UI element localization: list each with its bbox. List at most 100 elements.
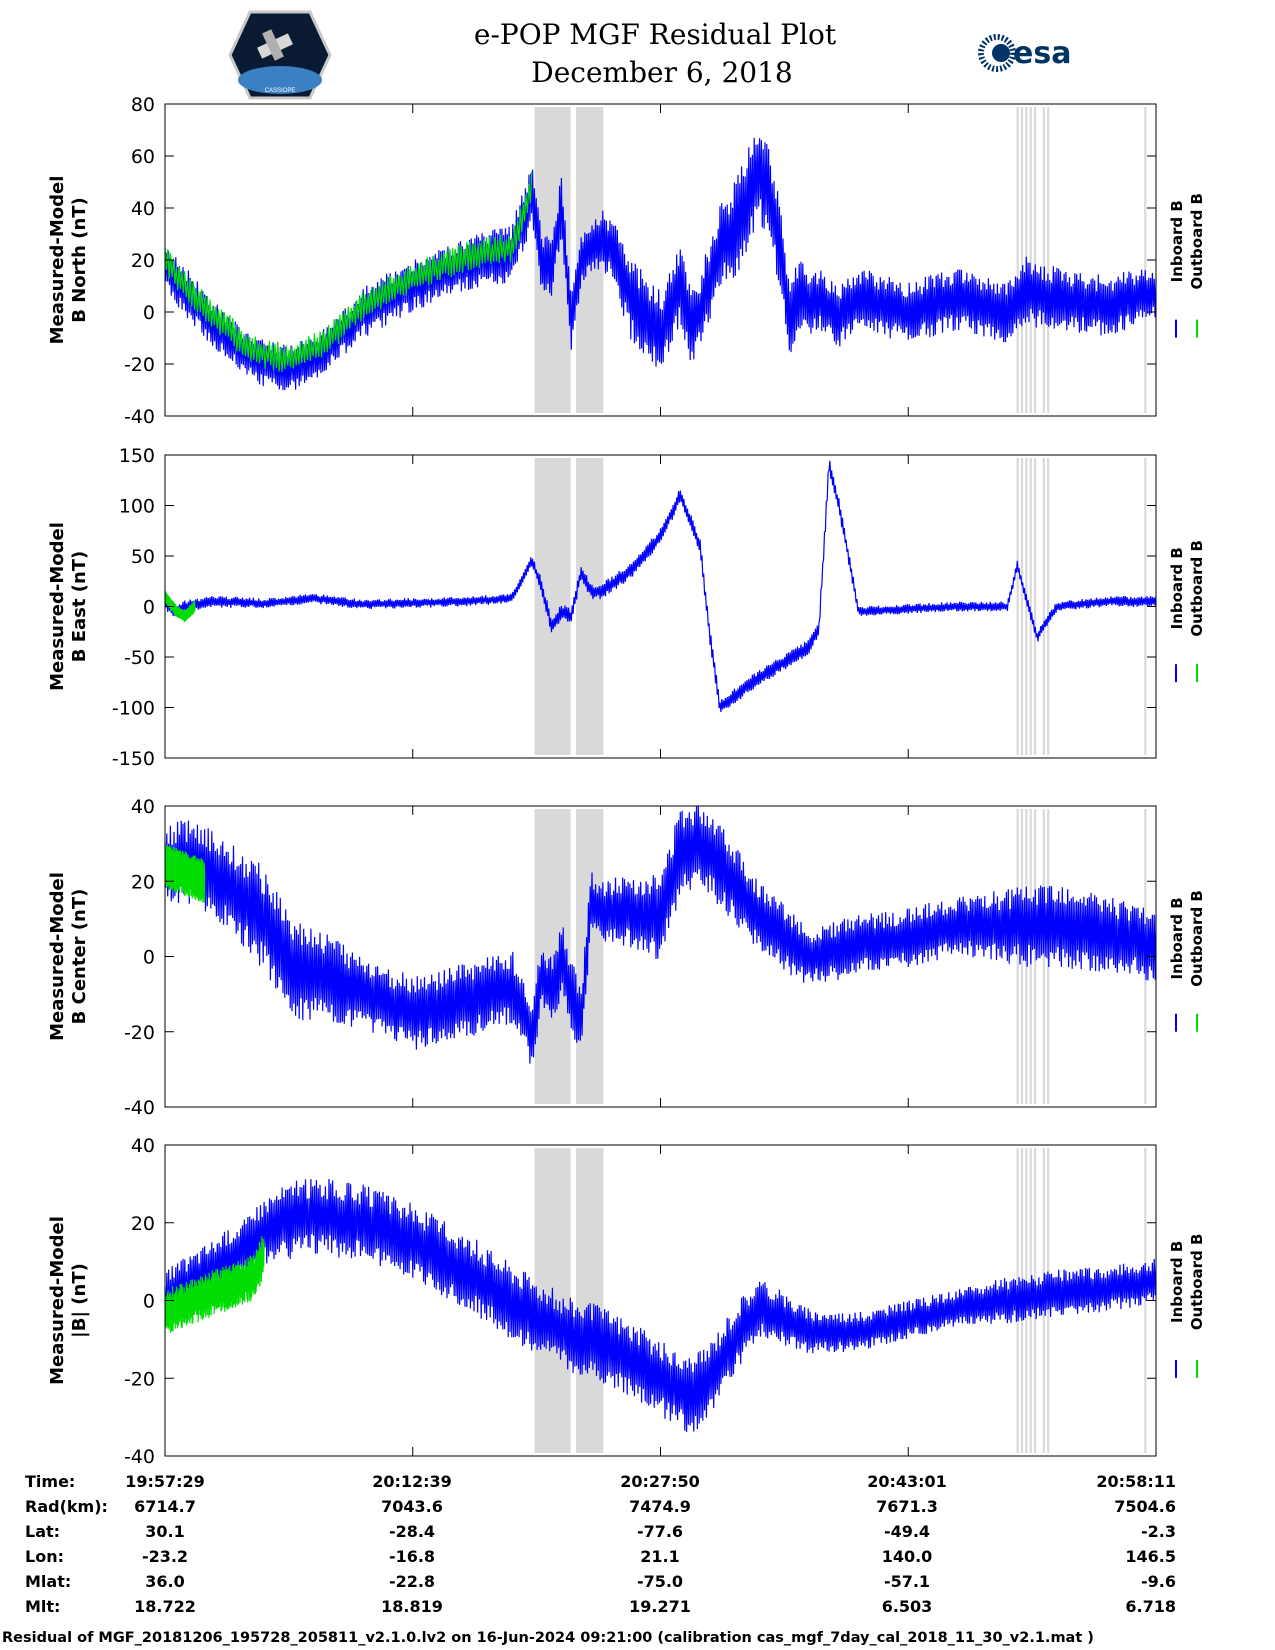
y-tick-label: 0 [143,597,155,619]
gap-band [1144,107,1147,413]
orbit-cell: 20:27:50 [620,1472,700,1491]
y-tick-label: -20 [124,354,155,376]
y-axis-label: B Center (nT) [69,889,90,1025]
orbit-cell: 7671.3 [876,1497,938,1516]
y-axis-label: Measured-Model [47,522,68,691]
y-tick-label: 40 [131,198,155,220]
chart-title: e-POP MGF Residual Plot [474,18,837,51]
legend-outboard-label: Outboard B [1188,193,1206,290]
chart-subtitle: December 6, 2018 [531,56,792,89]
panel-2: 150 100 50 0 -50 -100 -150 Measured-Model B East… [47,445,1206,770]
gap-band [1029,107,1032,413]
gap-band [1042,107,1045,413]
series-outboard-line [164,591,196,623]
y-tick-label: -50 [124,647,155,669]
orbit-cell: 18.819 [381,1597,443,1616]
y-tick-label: 0 [143,302,155,324]
gap-band [1034,458,1037,755]
y-tick-label: -20 [124,1022,155,1044]
series-outboard-line [164,1236,265,1333]
orbit-cell: 20:43:01 [867,1472,947,1491]
gap-band [576,1148,604,1453]
gap-band [1034,107,1037,413]
y-tick-label: -150 [112,748,155,770]
orbit-cell: 7504.6 [1114,1497,1176,1516]
orbit-cell: -77.6 [637,1522,683,1541]
gap-band [1016,458,1019,755]
gap-band [1020,809,1024,1104]
y-axis-label: Measured-Model [47,176,68,345]
gap-band [1016,107,1019,413]
orbit-cell: 6714.7 [134,1497,196,1516]
orbit-cell: -28.4 [389,1522,435,1541]
series-outboard-line [164,845,206,903]
orbit-cell: 20:12:39 [372,1472,452,1491]
orbit-cell: 146.5 [1125,1547,1176,1566]
orbit-cell: -16.8 [389,1547,435,1566]
series-inboard-line [164,1178,1157,1432]
gap-band [1016,809,1019,1104]
orbit-cell: 19:57:29 [125,1472,205,1491]
y-tick-label: -20 [124,1368,155,1390]
orbit-cell: 36.0 [145,1572,184,1591]
orbit-row-label: Mlt: [25,1597,60,1616]
y-axis-label: Measured-Model [47,872,68,1041]
y-tick-label: 100 [119,496,155,518]
y-axis-label: B North (nT) [69,197,90,323]
y-tick-label: 0 [143,1291,155,1313]
gap-band [1042,809,1045,1104]
orbit-row-label: Rad(km): [25,1497,108,1516]
esa-logo: esa [978,34,1071,72]
legend-outboard-label: Outboard B [1188,540,1206,637]
cassiope-logo: CASSIOPE [228,10,332,100]
legend-outboard-label: Outboard B [1188,1234,1206,1331]
orbit-cell: -57.1 [884,1572,930,1591]
y-axis-label: Measured-Model [47,1216,68,1385]
orbit-cell: 20:58:11 [1096,1472,1176,1491]
gap-band [1144,1148,1147,1453]
gap-band [1025,458,1028,755]
orbit-cell: -49.4 [884,1522,930,1541]
gap-band [1047,458,1050,755]
gap-band [1029,458,1032,755]
orbit-cell: 140.0 [882,1547,933,1566]
orbit-cell: 6.718 [1125,1597,1176,1616]
gap-band [1020,107,1024,413]
orbit-row-label: Time: [25,1472,75,1491]
gap-band [1025,809,1028,1104]
y-tick-label: 50 [131,546,155,568]
gap-band [576,809,604,1104]
panel-4: 40 20 0 -20 -40 Measured-Model |B| (nT) Inboard… [47,1135,1206,1468]
series-inboard-line [164,805,1157,1064]
series-inboard-line [164,137,1157,391]
orbit-cell: 7474.9 [629,1497,691,1516]
y-tick-label: 150 [119,445,155,467]
orbit-row-label: Lat: [25,1522,60,1541]
footer-text: Residual of MGF_20181206_195728_205811_v… [2,1630,1094,1646]
y-tick-label: 20 [131,250,155,272]
esa-logo-text: esa [1013,36,1071,71]
y-tick-label: -40 [124,406,155,428]
gap-band [576,458,604,755]
legend-outboard-label: Outboard B [1188,890,1206,987]
orbit-cell: 6.503 [882,1597,933,1616]
orbit-cell: 30.1 [145,1522,184,1541]
y-tick-label: -40 [124,1097,155,1119]
y-axis-label: B East (nT) [69,551,90,663]
legend-inboard-label: Inboard B [1168,1241,1186,1323]
y-axis-label: |B| (nT) [69,1263,90,1338]
gap-band [1042,458,1045,755]
series-outboard-line [164,171,533,372]
y-tick-label: 80 [131,94,155,116]
gap-band [1020,458,1024,755]
gap-band [1034,809,1037,1104]
orbit-cell: -75.0 [637,1572,683,1591]
y-tick-label: 20 [131,1213,155,1235]
gap-band [1144,458,1147,755]
legend-inboard-label: Inboard B [1168,200,1186,282]
orbit-cell: -23.2 [142,1547,188,1566]
orbit-cell: 19.271 [629,1597,691,1616]
y-tick-label: 20 [131,871,155,893]
orbit-row-label: Mlat: [25,1572,71,1591]
